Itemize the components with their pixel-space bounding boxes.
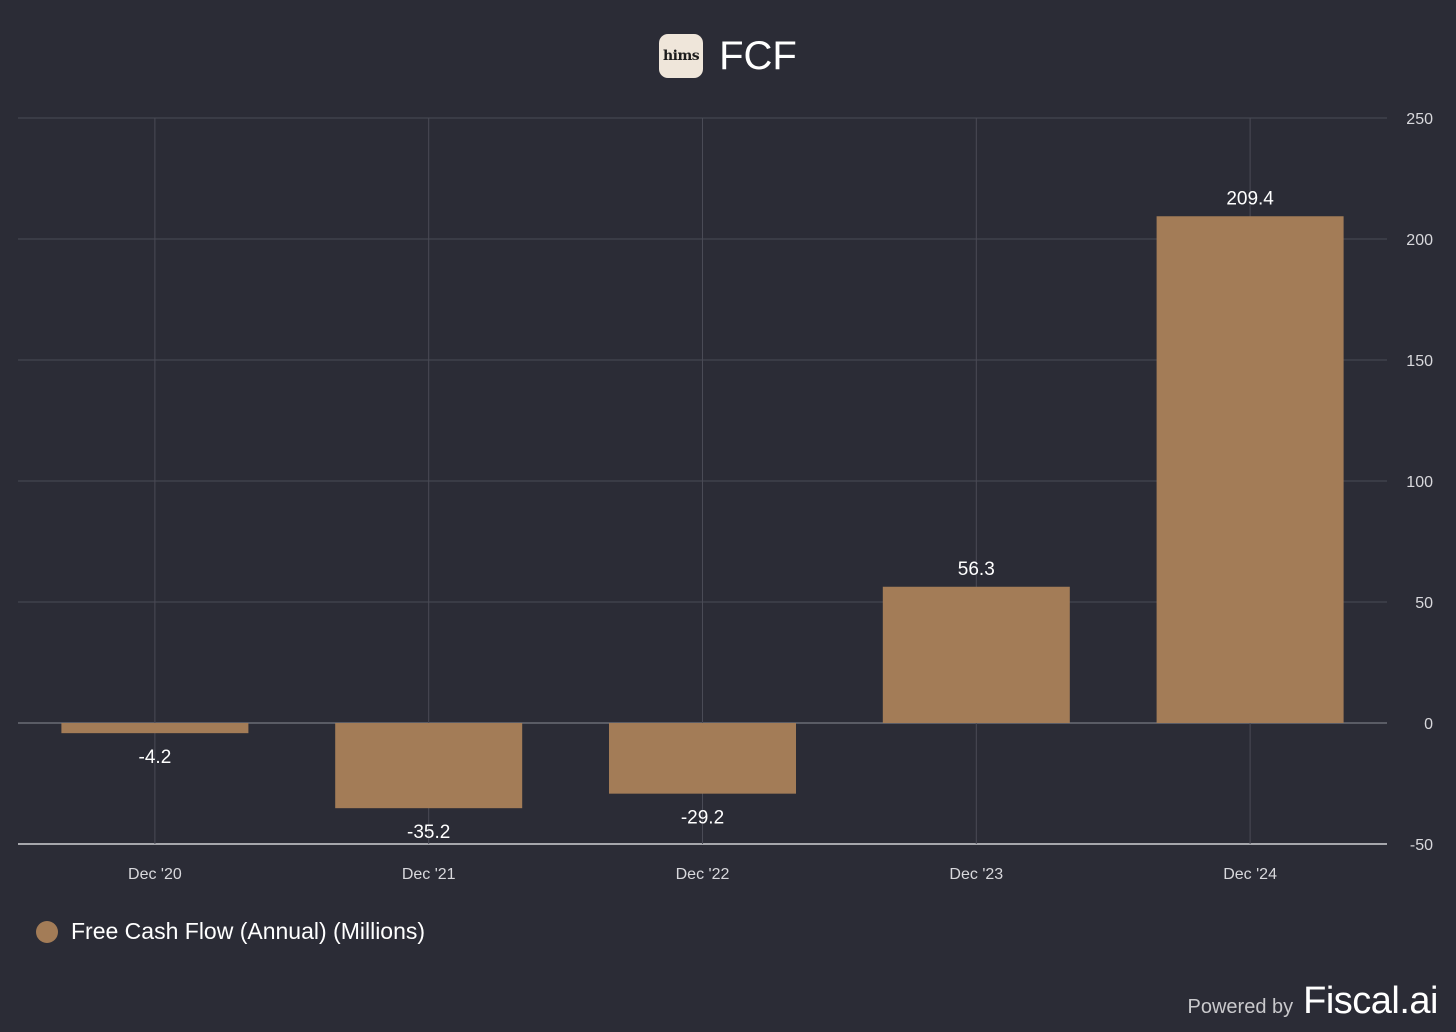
data-label: 56.3 [958, 559, 995, 580]
y-tick-label: 150 [1406, 353, 1433, 370]
powered-by-text: Powered by [1187, 996, 1294, 1018]
data-label: -35.2 [407, 822, 450, 843]
fiscal-ai-logo: Fiscal.ai [1303, 980, 1438, 1022]
x-tick-label: Dec '21 [402, 866, 456, 883]
y-tick-label: 0 [1424, 716, 1433, 733]
bar-1 [335, 723, 523, 809]
data-label: 209.4 [1226, 188, 1274, 209]
hims-logo: hims [659, 34, 704, 78]
chart-title: FCF [719, 33, 797, 78]
legend-swatch [36, 920, 58, 943]
data-label: -4.2 [139, 747, 172, 768]
data-label: -29.2 [681, 808, 724, 829]
data-labels: -4.2 -35.2 -29.2 56.3 209.4 [139, 188, 1275, 843]
bar-3 [882, 586, 1070, 723]
y-axis-ticks: -50 0 50 100 150 200 250 [1406, 111, 1433, 854]
x-tick-label: Dec '24 [1223, 866, 1277, 883]
chart-header: hims FCF [0, 28, 1456, 84]
bar-chart: -50 0 50 100 150 200 250 Dec '20 Dec '21 Dec '22… [18, 111, 1433, 883]
bar-0 [61, 723, 249, 734]
y-tick-label: 100 [1406, 474, 1433, 491]
y-tick-label: 200 [1406, 232, 1433, 249]
y-tick-label: 250 [1406, 111, 1433, 128]
x-tick-label: Dec '20 [128, 866, 182, 883]
footer-attribution: Powered by Fiscal.ai [1188, 980, 1439, 1023]
x-tick-label: Dec '22 [676, 866, 730, 883]
y-tick-label: 50 [1415, 595, 1433, 612]
legend-label: Free Cash Flow (Annual) (Millions) [71, 918, 426, 944]
x-axis-ticks: Dec '20 Dec '21 Dec '22 Dec '23 Dec '24 [128, 866, 1277, 883]
bar-4 [1156, 216, 1344, 723]
legend[interactable]: Free Cash Flow (Annual) (Millions) [36, 918, 425, 945]
y-tick-label: -50 [1410, 837, 1433, 854]
x-tick-label: Dec '23 [949, 866, 1003, 883]
bars [61, 216, 1344, 809]
bar-2 [609, 723, 796, 794]
